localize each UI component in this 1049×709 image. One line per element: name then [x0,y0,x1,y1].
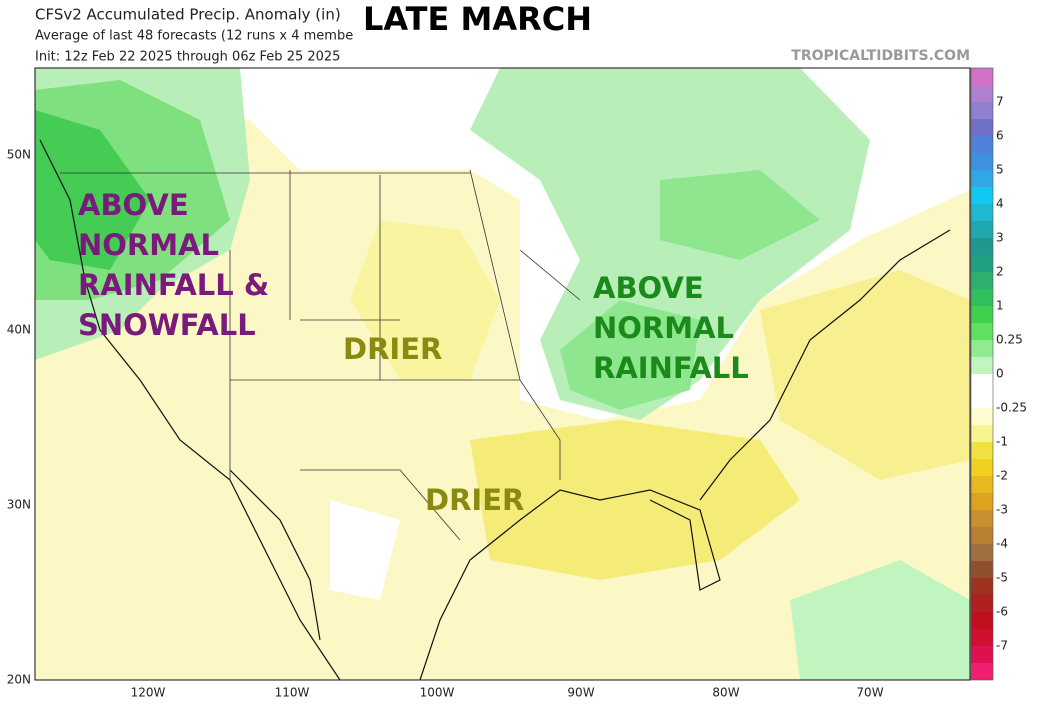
lat-label: 30N [7,498,31,512]
colorbar-label: 2 [996,265,1004,279]
colorbar-swatch [971,272,993,289]
colorbar-label: 3 [996,231,1004,245]
annotation: DRIER [343,332,442,366]
colorbar-swatch [971,68,993,85]
lat-label: 40N [7,323,31,337]
colorbar-swatch [971,476,993,493]
colorbar-swatch [971,408,993,425]
colorbar-label: -3 [996,503,1008,517]
colorbar-label: 4 [996,197,1004,211]
colorbar-swatch [971,102,993,119]
lon-label: 110W [275,686,310,700]
colorbar-label: 7 [996,95,1004,109]
colorbar-label: -0.25 [996,401,1027,415]
colorbar-swatch [971,595,993,612]
colorbar-swatch [971,510,993,527]
annotation: NORMAL [78,228,219,262]
colorbar-swatch [971,612,993,629]
annotation: DRIER [425,483,524,517]
lon-label: 90W [567,686,594,700]
colorbar-label: 0.25 [996,333,1023,347]
colorbar-swatch [971,153,993,170]
colorbar-label: 6 [996,129,1004,143]
colorbar-label: -6 [996,605,1008,619]
colorbar-swatch [971,544,993,561]
colorbar-swatch [971,629,993,646]
annotation: RAINFALL [593,351,749,385]
colorbar-swatch [971,340,993,357]
colorbar-swatch [971,459,993,476]
annotation: ABOVE [593,271,704,305]
colorbar-swatch [971,493,993,510]
colorbar-swatch [971,442,993,459]
annotation: SNOWFALL [78,308,256,342]
annotation: ABOVE [78,188,189,222]
map-field [35,68,970,680]
subtitle: Average of last 48 forecasts (12 runs x … [35,29,353,44]
source: TROPICALTIDBITS.COM [791,48,970,64]
colorbar-swatch [971,357,993,374]
colorbar-label: 1 [996,299,1004,313]
headline: LATE MARCH [363,0,592,38]
colorbar-swatch [971,136,993,153]
lon-label: 100W [420,686,455,700]
lat-label: 50N [7,148,31,162]
colorbar-label: -2 [996,469,1008,483]
colorbar-swatch [971,255,993,272]
colorbar-swatch [971,663,993,680]
colorbar-swatch [971,391,993,408]
annotation: RAINFALL & [78,268,269,302]
colorbar-label: 5 [996,163,1004,177]
colorbar-swatch [971,238,993,255]
colorbar-label: -7 [996,639,1008,653]
colorbar-swatch [971,306,993,323]
lon-label: 70W [856,686,883,700]
colorbar-label: -4 [996,537,1008,551]
lon-label: 80W [712,686,739,700]
init-time: Init: 12z Feb 22 2025 through 06z Feb 25… [35,50,340,65]
colorbar-swatch [971,204,993,221]
colorbar-swatch [971,561,993,578]
colorbar-label: -1 [996,435,1008,449]
colorbar-swatch [971,170,993,187]
annotation: NORMAL [593,311,734,345]
labels: 50N 40N 30N 20N 120W 110W 100W 90W 80W 70W ABOVE NO… [7,67,1027,700]
geography [39,139,951,681]
colorbar-swatch [971,85,993,102]
colorbar-swatch [971,578,993,595]
colorbar-swatch [971,646,993,663]
colorbar-swatch [971,221,993,238]
colorbar-swatch [971,119,993,136]
colorbar-frame [970,67,994,681]
map-frame [34,67,971,681]
colorbar-swatch [971,289,993,306]
colorbar-swatch [971,527,993,544]
colorbar-label: 0 [996,367,1004,381]
lon-label: 120W [131,686,166,700]
colorbar-label: -5 [996,571,1008,585]
colorbar-swatch [971,187,993,204]
colorbar-swatch [971,323,993,340]
colorbar-swatch [971,425,993,442]
colorbar-swatch [971,374,993,391]
lat-label: 20N [7,673,31,687]
title: CFSv2 Accumulated Precip. Anomaly (in) [35,6,341,24]
